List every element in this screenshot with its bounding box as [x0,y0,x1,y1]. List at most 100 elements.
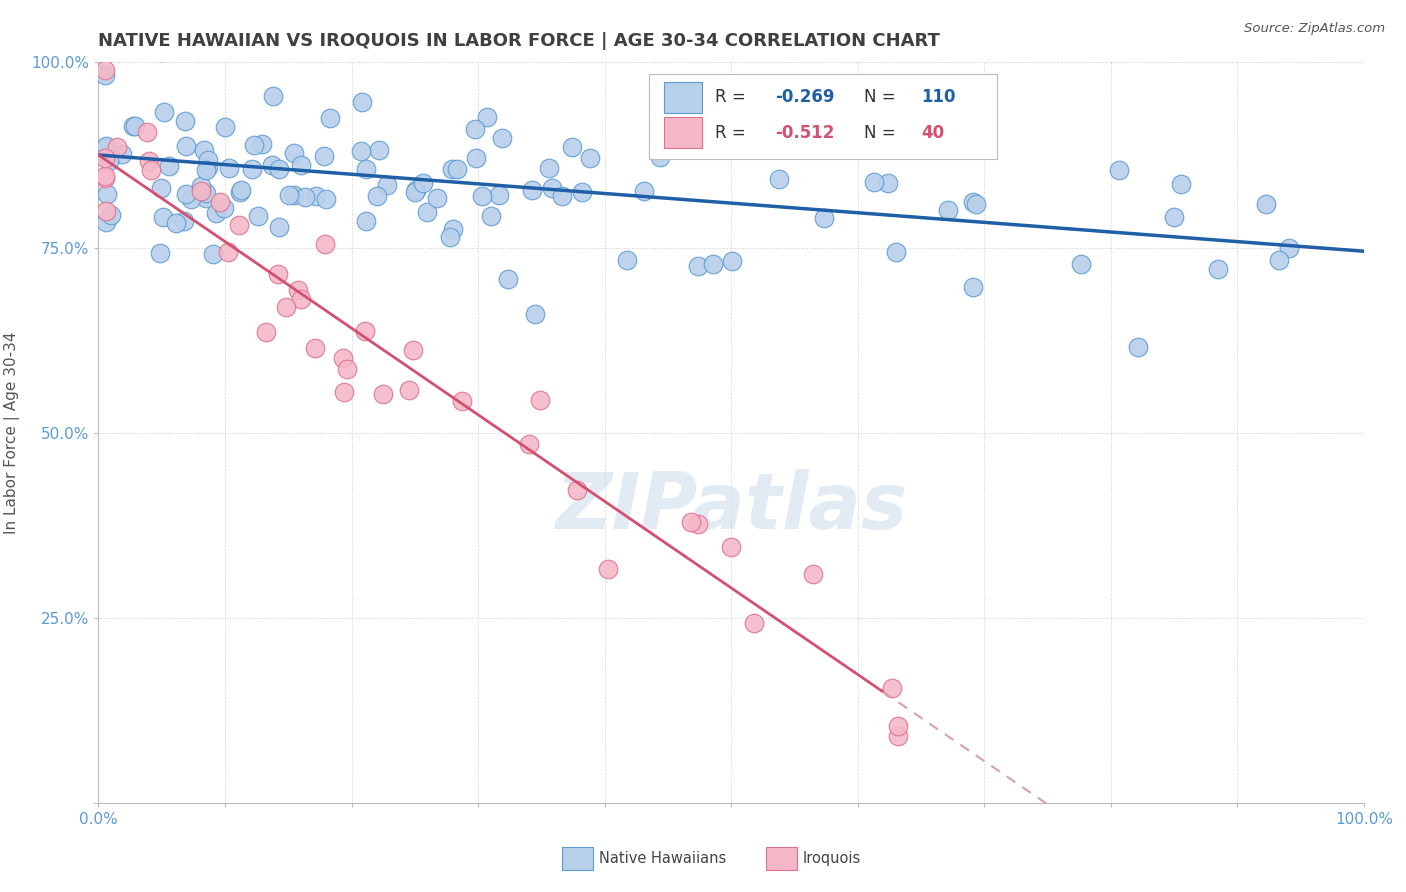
Point [481,209,503,223]
Point [205,205,228,219]
Point [254,325,277,339]
Point [190,178,212,193]
Point [354,214,377,228]
Point [318,111,340,125]
Point [153,105,176,120]
Point [441,222,464,236]
Point [107,140,129,154]
Point [801,567,824,582]
Point [333,384,356,399]
Point [402,343,425,358]
Point [1108,162,1130,177]
Point [352,95,374,110]
Point [94,139,117,153]
Point [412,176,434,190]
Point [157,159,180,173]
Point [876,176,898,190]
Point [1070,256,1092,270]
Point [742,616,765,631]
Point [496,272,519,286]
Point [283,145,305,160]
Point [863,175,886,189]
Point [679,515,702,529]
Text: Source: ZipAtlas.com: Source: ZipAtlas.com [1244,22,1385,36]
Point [488,188,510,202]
Point [100,208,122,222]
Point [152,45,174,60]
Point [97,153,120,168]
Point [1206,261,1229,276]
Point [195,191,218,205]
Point [336,361,359,376]
Point [212,201,235,215]
Text: Iroquois: Iroquois [803,851,860,865]
Point [884,244,907,259]
Point [94,215,117,229]
Point [938,203,960,218]
FancyBboxPatch shape [664,117,702,148]
Point [283,188,305,202]
Point [962,194,984,209]
Point [269,220,291,235]
Point [195,186,218,201]
Point [768,172,790,186]
Point [314,237,336,252]
Point [96,139,118,153]
Text: ZIPatlas: ZIPatlas [555,468,907,545]
Point [173,214,195,228]
Point [537,161,560,175]
Point [208,194,231,209]
Point [398,383,420,397]
Point [174,113,197,128]
Point [491,131,513,145]
Point [540,181,562,195]
Point [250,136,273,151]
FancyBboxPatch shape [664,82,702,112]
Point [101,40,124,54]
Point [616,253,638,268]
Point [648,150,671,164]
Point [404,185,426,199]
Point [887,729,910,743]
Point [197,153,219,168]
Point [1128,339,1150,353]
Point [720,540,742,554]
Point [561,140,583,154]
Point [315,192,337,206]
Text: R =: R = [714,124,751,142]
Point [440,162,463,177]
Point [565,483,588,497]
Point [111,146,134,161]
Point [1278,241,1301,255]
Point [214,120,236,134]
Point [229,183,252,197]
Point [176,138,198,153]
Point [523,307,546,321]
Point [426,191,449,205]
Point [471,189,494,203]
Point [520,183,543,197]
Point [304,341,326,355]
Point [686,259,709,273]
Point [141,163,163,178]
Point [377,178,399,193]
Text: Native Hawaiians: Native Hawaiians [599,851,727,865]
Point [290,292,312,306]
Point [278,187,301,202]
Point [529,392,551,407]
Point [193,144,215,158]
Point [405,183,427,197]
Point [1163,210,1185,224]
Point [197,161,219,175]
Point [152,211,174,225]
Point [354,324,377,338]
Point [190,184,212,198]
Point [243,137,266,152]
Point [276,300,298,314]
Point [475,110,498,124]
Point [124,120,146,134]
Point [886,719,908,733]
Point [813,211,835,226]
Point [349,144,371,158]
Point [93,62,117,77]
